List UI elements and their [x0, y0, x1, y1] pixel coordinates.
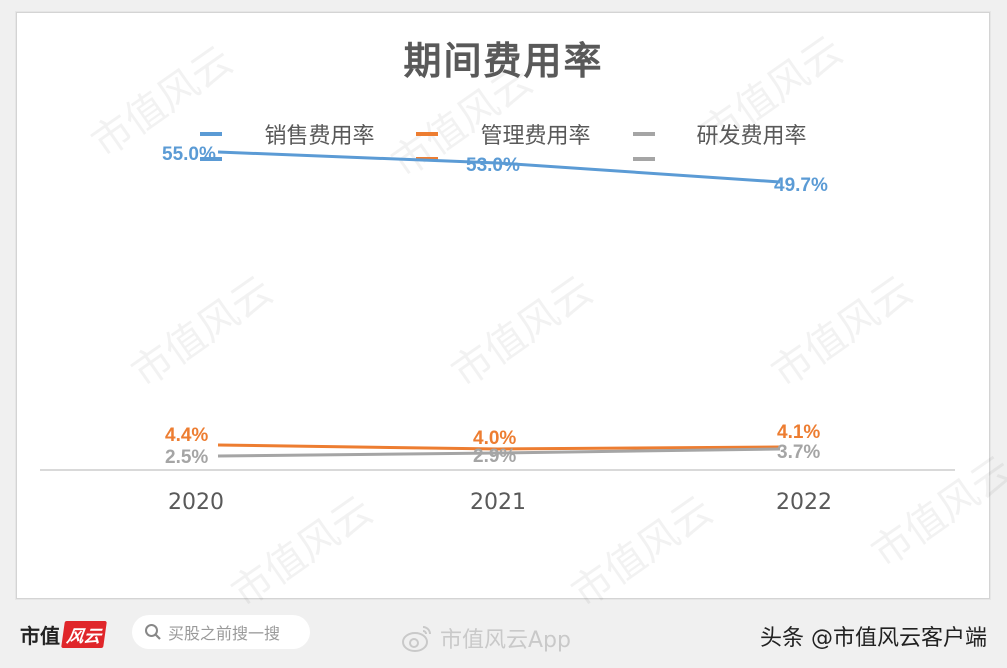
- data-label: 4.1%: [777, 422, 820, 443]
- weibo-icon: [402, 626, 431, 652]
- data-label: 53.0%: [466, 155, 520, 176]
- data-label: 49.7%: [774, 175, 828, 196]
- series-admin-line: [217, 443, 781, 451]
- x-tick-label: 2021: [470, 490, 526, 515]
- data-label: 2.5%: [165, 447, 208, 468]
- search-box[interactable]: 买股之前搜一搜: [132, 615, 310, 649]
- data-label: 4.4%: [165, 425, 208, 446]
- weibo-handle: 市值风云App: [400, 622, 571, 654]
- legend-item-sales: 销售费用率: [200, 118, 375, 161]
- data-label: 3.7%: [777, 442, 820, 463]
- legend-item-rd: 研发费用率: [632, 118, 807, 161]
- x-tick-label: 2022: [776, 490, 832, 515]
- weibo-text: 市值风云App: [440, 628, 571, 653]
- chart-panel: [16, 12, 990, 599]
- legend-dash-icon: [200, 132, 260, 161]
- search-icon: [145, 624, 161, 640]
- toutiao-handle: 头条 @市值风云客户端: [760, 626, 987, 651]
- legend-item-admin: 管理费用率: [416, 118, 591, 161]
- data-label: 2.9%: [473, 446, 516, 467]
- search-placeholder: 买股之前搜一搜: [168, 624, 281, 643]
- brand-name: 市值: [20, 624, 60, 648]
- legend-dash-icon: [632, 132, 693, 161]
- legend-label: 销售费用率: [264, 124, 375, 149]
- chart-title: 期间费用率: [403, 39, 604, 83]
- data-label: 4.0%: [473, 428, 516, 449]
- x-tick-label: 2020: [168, 490, 224, 515]
- legend-label: 研发费用率: [696, 124, 807, 149]
- brand-logo: 市值 风云: [20, 620, 107, 649]
- data-label: 55.0%: [162, 144, 216, 165]
- legend-label: 管理费用率: [480, 124, 591, 149]
- chart-legend: 销售费用率 管理费用率 研发费用率: [0, 118, 1007, 161]
- series-rd-line: [217, 447, 781, 458]
- series-sales-line: [217, 150, 781, 184]
- brand-badge: 风云: [61, 621, 107, 648]
